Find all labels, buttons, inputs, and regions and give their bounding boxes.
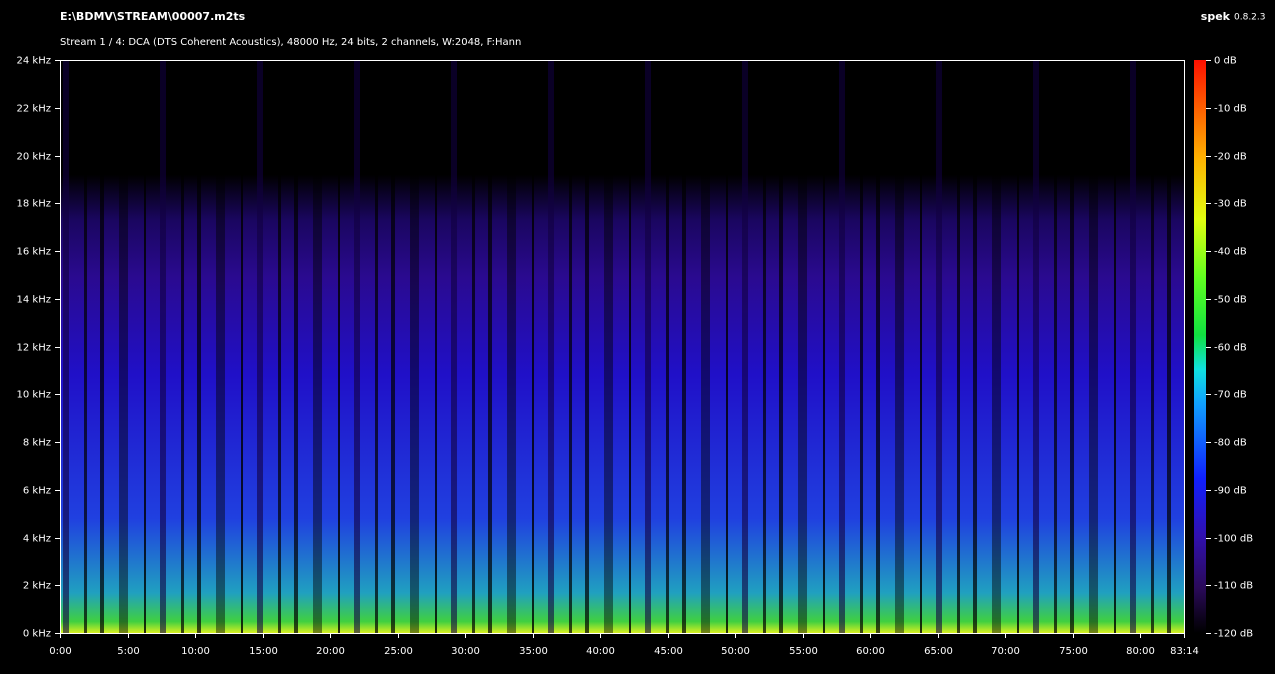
x-tick-label: 45:00 (654, 646, 683, 657)
y-tick-label: 2 kHz (23, 581, 51, 592)
y-tick-label: 8 kHz (23, 438, 51, 449)
db-tick-label: -20 dB (1214, 152, 1247, 163)
db-tick-label: -110 dB (1214, 581, 1253, 592)
db-tick-label: -120 dB (1214, 629, 1253, 640)
y-tick-label: 12 kHz (17, 343, 51, 354)
y-tick-label: 4 kHz (23, 534, 51, 545)
db-tick-label: -70 dB (1214, 390, 1247, 401)
x-tick-label: 20:00 (316, 646, 345, 657)
color-bar (1194, 60, 1206, 633)
y-tick-label: 22 kHz (17, 104, 51, 115)
y-tick-label: 24 kHz (17, 56, 51, 67)
x-tick-label: 65:00 (924, 646, 953, 657)
y-tick-label: 6 kHz (23, 486, 51, 497)
x-tick-label: 30:00 (451, 646, 480, 657)
x-tick-label: 50:00 (721, 646, 750, 657)
x-tick-label: 60:00 (856, 646, 885, 657)
y-tick-label: 20 kHz (17, 152, 51, 163)
x-tick-label: 15:00 (249, 646, 278, 657)
file-title: E:\BDMV\STREAM\00007.m2ts (60, 10, 246, 23)
db-tick-label: -40 dB (1214, 247, 1247, 258)
plot-frame (60, 60, 1185, 634)
db-tick-label: -100 dB (1214, 534, 1253, 545)
db-tick-label: -80 dB (1214, 438, 1247, 449)
db-tick-label: -60 dB (1214, 343, 1247, 354)
app-name: spek (1201, 10, 1231, 23)
stream-info: Stream 1 / 4: DCA (DTS Coherent Acoustic… (60, 37, 521, 48)
x-tick-label: 80:00 (1126, 646, 1155, 657)
y-tick-label: 14 kHz (17, 295, 51, 306)
y-tick-label: 18 kHz (17, 199, 51, 210)
x-tick-label: 35:00 (519, 646, 548, 657)
db-tick-label: -10 dB (1214, 104, 1247, 115)
spectrogram-texture (60, 60, 1184, 633)
x-tick-label: 55:00 (789, 646, 818, 657)
x-tick-label: 70:00 (991, 646, 1020, 657)
y-tick-label: 0 kHz (23, 629, 51, 640)
x-tick-label: 0:00 (49, 646, 71, 657)
app-version: 0.8.2.3 (1234, 13, 1266, 23)
x-tick-label: 75:00 (1059, 646, 1088, 657)
y-tick-label: 10 kHz (17, 390, 51, 401)
x-tick-label: 83:14 (1170, 646, 1199, 657)
y-tick-label: 16 kHz (17, 247, 51, 258)
db-tick-label: -90 dB (1214, 486, 1247, 497)
x-tick-label: 10:00 (181, 646, 210, 657)
db-tick-label: -30 dB (1214, 199, 1247, 210)
x-tick-label: 5:00 (117, 646, 139, 657)
x-tick-label: 25:00 (384, 646, 413, 657)
x-tick-label: 40:00 (586, 646, 615, 657)
db-tick-label: -50 dB (1214, 295, 1247, 306)
db-tick-label: 0 dB (1214, 56, 1237, 67)
